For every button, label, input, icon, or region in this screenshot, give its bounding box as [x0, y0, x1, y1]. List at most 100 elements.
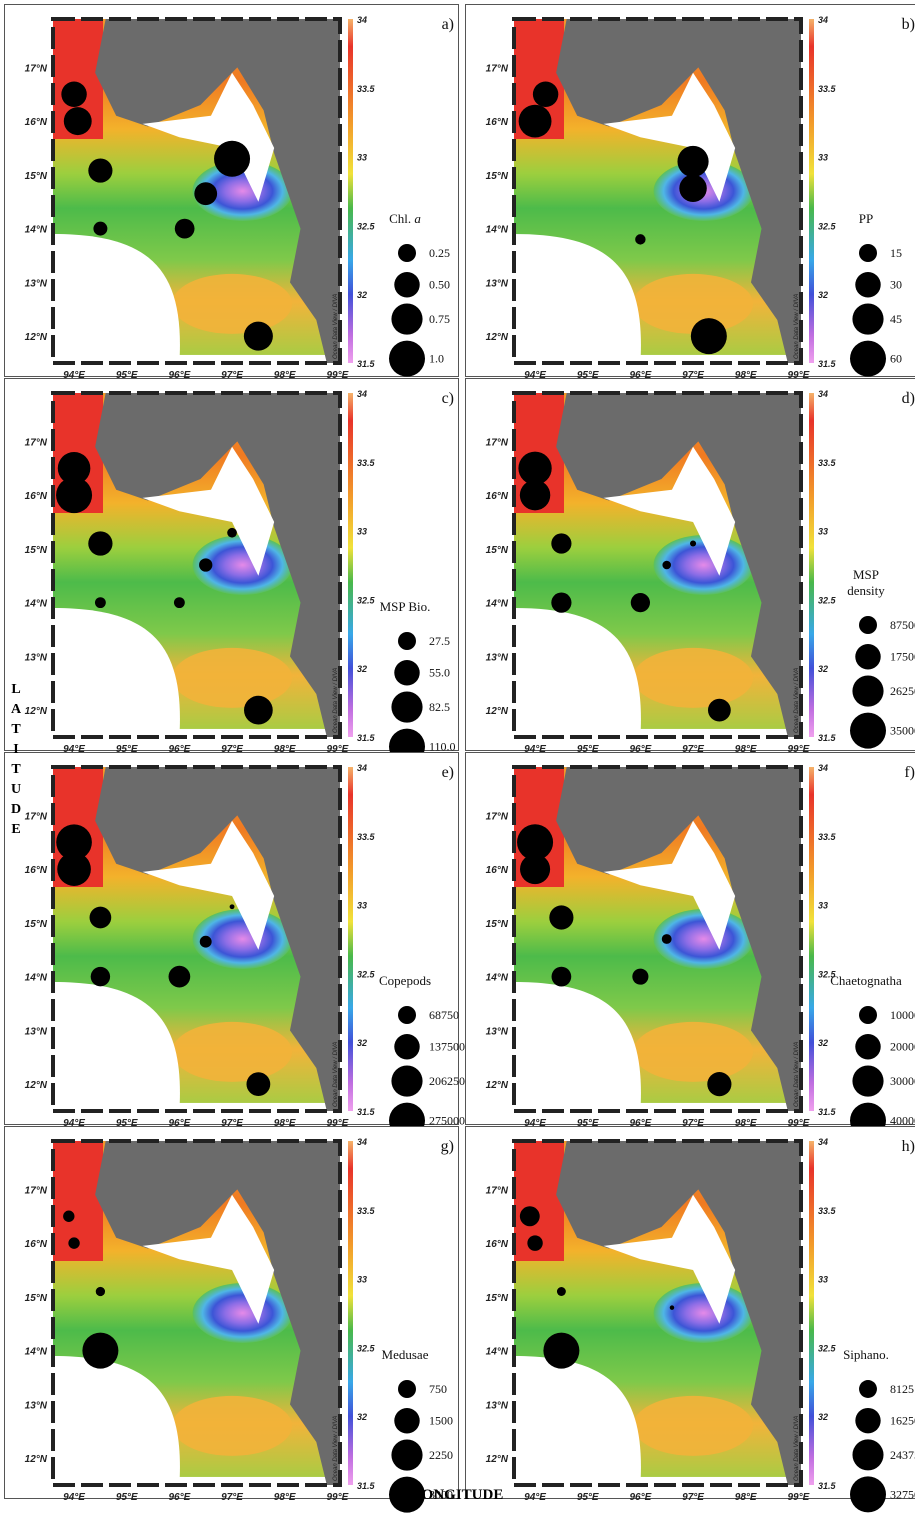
- colorbar-tick-label: 33: [357, 153, 367, 163]
- legend-value: 137500: [429, 1040, 465, 1054]
- colorbar: [348, 767, 353, 1111]
- station-bubble: [551, 966, 572, 987]
- legend-symbol: [394, 660, 420, 686]
- lat-tick-label: 13°N: [25, 1026, 48, 1037]
- colorbar-tick-label: 32.5: [357, 969, 376, 979]
- colorbar-tick-label: 33: [357, 901, 367, 911]
- legend-value: 45: [890, 312, 902, 326]
- legend-symbol: [859, 616, 877, 634]
- map-svg: 94°E 95°E 96°E 97°E 98°E 99°E 17°N 16°N 15°N 14°N…: [25, 1137, 454, 1513]
- map-panel-f: 94°E 95°E 96°E 97°E 98°E 99°E 17°N 16°N 15°N 14°N…: [465, 752, 915, 1139]
- station-bubble: [519, 479, 551, 511]
- legend-value: 24375: [890, 1448, 915, 1462]
- legend-symbol: [852, 675, 884, 707]
- legend-symbol: [852, 1439, 884, 1471]
- colorbar-tick-label: 34: [818, 763, 828, 773]
- lon-tick-label: 95°E: [577, 370, 599, 381]
- low-salinity-pool: [192, 161, 293, 221]
- colorbar-tick-label: 33: [818, 527, 828, 537]
- no-data-area: [53, 982, 180, 1111]
- colorbar: [809, 1141, 814, 1485]
- station-bubble: [88, 158, 113, 183]
- station-bubble: [173, 597, 185, 609]
- legend-symbol: [855, 644, 881, 670]
- lat-tick-label: 14°N: [25, 225, 48, 236]
- station-bubble: [246, 1072, 271, 1097]
- legend-value: 0.75: [429, 312, 450, 326]
- no-data-area-bottom: [174, 1476, 340, 1485]
- map-svg: 94°E 95°E 96°E 97°E 98°E 99°E 17°N 16°N 15°N 14°N…: [486, 389, 915, 755]
- warm-patch: [633, 647, 754, 708]
- lat-tick-label: 17°N: [25, 811, 48, 822]
- land-mass: [556, 767, 801, 1111]
- station-bubble: [662, 560, 672, 570]
- lon-tick-label: 98°E: [735, 1118, 757, 1129]
- map-frame: [512, 391, 803, 739]
- colorbar-tick-label: 32: [357, 1412, 367, 1422]
- lat-tick-label: 17°N: [25, 63, 48, 74]
- legend-value: 27.5: [429, 634, 450, 648]
- station-bubble: [68, 1237, 80, 1249]
- colorbar-tick-label: 34: [818, 389, 828, 399]
- colorbar-tick-label: 32.5: [818, 1343, 837, 1353]
- legend-value: 8125: [890, 1382, 914, 1396]
- colorbar-tick-label: 34: [357, 763, 367, 773]
- y-axis-label-letter: E: [11, 822, 21, 837]
- lon-tick-label: 98°E: [274, 370, 296, 381]
- legend-symbol: [389, 340, 425, 377]
- map-panel-g: 94°E 95°E 96°E 97°E 98°E 99°E 17°N 16°N 15°N 14°N…: [4, 1126, 459, 1513]
- lat-tick-label: 15°N: [25, 1293, 48, 1304]
- low-salinity-pool: [192, 535, 293, 595]
- odv-credit: Ocean Data View / DIVA: [794, 1042, 800, 1107]
- colorbar-tick-label: 33: [357, 527, 367, 537]
- lat-tick-label: 15°N: [486, 171, 509, 182]
- gulf-no-data: [142, 820, 275, 950]
- map-panel-d: 94°E 95°E 96°E 97°E 98°E 99°E 17°N 16°N 15°N 14°N…: [465, 378, 915, 755]
- colorbar: [809, 19, 814, 363]
- legend-title: Chaetognatha: [830, 973, 902, 988]
- lat-tick-label: 15°N: [486, 545, 509, 556]
- gulf-no-data: [603, 72, 736, 202]
- station-bubble: [520, 854, 551, 885]
- station-bubble: [244, 695, 273, 725]
- colorbar-tick-label: 32.5: [818, 595, 837, 605]
- lon-tick-label: 95°E: [577, 744, 599, 755]
- colorbar-tick-label: 33.5: [818, 832, 837, 842]
- legend-title: MSP: [853, 567, 879, 582]
- odv-credit: Ocean Data View / DIVA: [333, 1416, 339, 1481]
- land-mass: [556, 19, 801, 363]
- gulf-no-data: [603, 820, 736, 950]
- station-bubble: [543, 1332, 580, 1369]
- colorbar-tick-label: 33.5: [357, 1206, 376, 1216]
- y-axis-label-letter: T: [11, 762, 21, 777]
- legend-value: 750: [429, 1382, 447, 1396]
- legend-symbol: [398, 1380, 416, 1398]
- station-bubble: [669, 1305, 675, 1310]
- map-frame: [512, 765, 803, 1113]
- station-bubble: [90, 966, 111, 987]
- lon-tick-label: 96°E: [168, 1118, 190, 1129]
- warm-patch: [172, 647, 293, 708]
- gulf-no-data: [142, 446, 275, 576]
- legend-value: 55.0: [429, 666, 450, 680]
- map-panel-c: 94°E 95°E 96°E 97°E 98°E 99°E 17°N 16°N 15°N 14°N…: [4, 378, 459, 765]
- station-bubble: [679, 174, 707, 203]
- y-axis-label-letter: D: [10, 802, 22, 817]
- lat-tick-label: 16°N: [25, 1239, 48, 1250]
- legend-symbol: [389, 1476, 425, 1513]
- legend-value: 40000: [890, 1114, 915, 1128]
- lat-tick-label: 17°N: [486, 1185, 509, 1196]
- station-bubble: [56, 477, 93, 514]
- map-svg: 94°E 95°E 96°E 97°E 98°E 99°E 17°N 16°N 15°N 14°N…: [25, 15, 454, 381]
- no-data-area-bottom: [635, 354, 801, 363]
- colorbar-tick-label: 33: [818, 153, 828, 163]
- lat-tick-label: 16°N: [25, 491, 48, 502]
- lon-tick-label: 99°E: [787, 1492, 809, 1503]
- colorbar-tick-label: 34: [357, 389, 367, 399]
- legend-symbol: [394, 1034, 420, 1060]
- panel-tag: d): [902, 390, 915, 407]
- warm-patch: [172, 273, 293, 334]
- lat-tick-label: 17°N: [486, 63, 509, 74]
- colorbar-tick-label: 31.5: [818, 359, 837, 369]
